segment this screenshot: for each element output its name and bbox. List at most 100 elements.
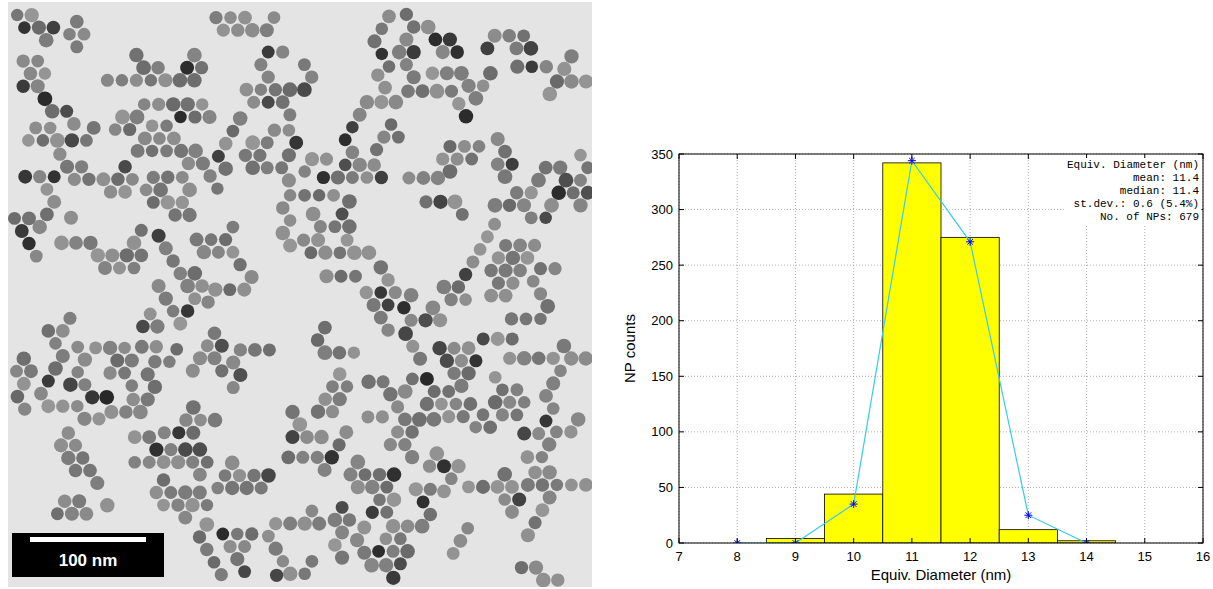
particle — [539, 212, 551, 224]
particle — [506, 251, 520, 265]
particle — [333, 438, 346, 451]
y-tick-label: 50 — [659, 480, 673, 495]
particle — [415, 519, 430, 534]
particle — [77, 412, 91, 426]
particle — [212, 246, 225, 259]
particle — [518, 396, 531, 409]
particle — [521, 450, 535, 464]
particle — [153, 183, 168, 198]
star-marker — [1024, 511, 1032, 519]
particle — [305, 70, 318, 83]
particle — [374, 260, 388, 274]
particle — [78, 352, 92, 366]
particle — [173, 73, 188, 88]
y-tick-label: 350 — [651, 147, 673, 162]
x-grid-line — [853, 154, 854, 543]
particle — [178, 511, 192, 525]
particle — [47, 195, 61, 209]
particle — [269, 517, 282, 530]
particle — [526, 60, 539, 73]
y-tick-label: 0 — [666, 536, 673, 551]
particle — [511, 409, 524, 422]
y-tick — [679, 543, 684, 544]
particle — [381, 323, 394, 336]
particle — [331, 170, 345, 184]
particle — [313, 189, 325, 201]
particle — [394, 532, 407, 545]
y-tick-label: 200 — [651, 313, 673, 328]
particle — [247, 96, 260, 109]
particle — [193, 442, 208, 457]
particle — [384, 438, 397, 451]
point-marker — [733, 539, 741, 543]
particle — [404, 288, 419, 303]
particle — [223, 283, 236, 296]
particle — [48, 170, 61, 183]
particle — [118, 185, 132, 199]
particle — [525, 186, 538, 199]
particle — [167, 305, 180, 318]
particle — [89, 341, 102, 354]
particle — [565, 479, 578, 492]
particle — [536, 573, 551, 587]
particle — [71, 400, 84, 413]
particle — [98, 261, 112, 275]
particle — [429, 33, 443, 47]
particle — [164, 486, 177, 499]
particle — [328, 538, 342, 552]
point-marker — [966, 238, 974, 246]
particle — [484, 264, 497, 277]
x-tick-label: 15 — [1138, 549, 1152, 564]
particle — [554, 365, 567, 378]
particle — [277, 555, 289, 567]
particle — [182, 208, 196, 222]
particle — [187, 48, 202, 63]
particle — [245, 161, 260, 176]
particle — [426, 300, 441, 315]
particle — [503, 396, 516, 409]
particle — [498, 145, 512, 159]
particle — [306, 505, 319, 518]
particle — [361, 171, 374, 184]
particle — [521, 528, 535, 542]
particle — [187, 73, 201, 87]
particle — [325, 450, 339, 464]
particle — [72, 494, 86, 508]
particle — [400, 58, 413, 71]
star-marker — [966, 238, 974, 246]
particle — [387, 467, 402, 482]
particle — [489, 371, 502, 384]
particle — [367, 158, 380, 171]
particle — [436, 152, 449, 165]
particle — [11, 390, 25, 404]
particle — [82, 173, 95, 186]
particle — [56, 400, 69, 413]
particle — [311, 451, 324, 464]
particle — [297, 234, 310, 247]
particle — [469, 421, 481, 433]
particle — [119, 405, 133, 419]
particle — [261, 161, 274, 174]
particle — [44, 122, 57, 135]
particle — [283, 108, 296, 121]
particle — [63, 28, 76, 41]
particle — [550, 426, 563, 439]
particle — [336, 501, 349, 514]
particle — [99, 390, 114, 405]
particle — [437, 459, 451, 473]
particle — [71, 341, 84, 354]
particle — [452, 97, 465, 110]
histogram-bar — [883, 163, 941, 543]
particle — [195, 279, 209, 293]
particle — [123, 123, 136, 136]
particle — [372, 545, 385, 558]
particle — [16, 54, 29, 67]
particle — [450, 398, 462, 410]
particle — [186, 426, 200, 440]
particle — [41, 399, 55, 413]
particle — [361, 375, 375, 389]
particle — [333, 346, 347, 360]
particle — [398, 384, 413, 399]
x-tick — [911, 538, 912, 543]
particle — [305, 152, 319, 166]
